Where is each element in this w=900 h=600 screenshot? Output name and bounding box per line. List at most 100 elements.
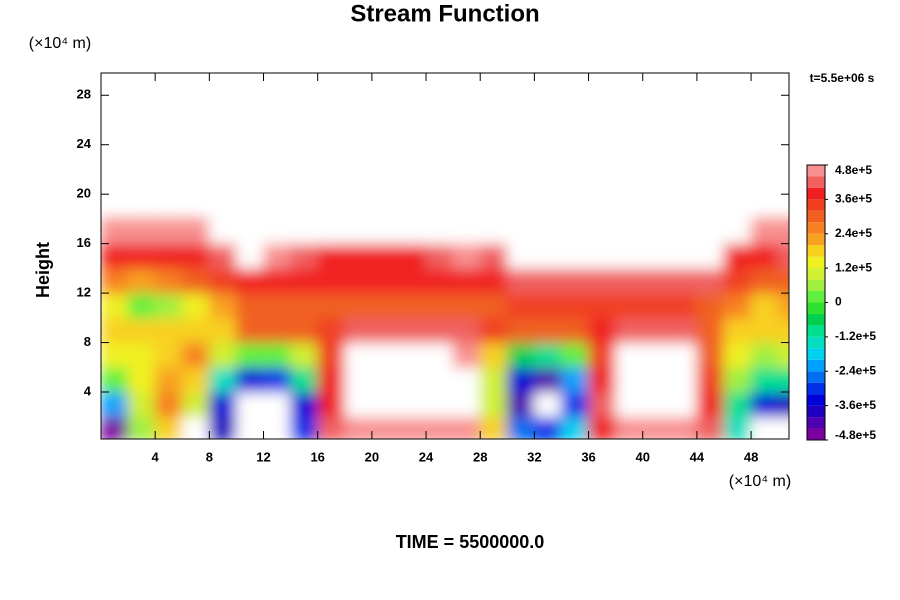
field-cell [263, 366, 292, 393]
colorbar-tick-label: 1.2e+5 [835, 260, 872, 274]
field-cell [425, 366, 454, 393]
field-cell [479, 243, 508, 269]
field-cell [506, 218, 535, 245]
field-cell [750, 416, 779, 439]
field-cell [533, 366, 562, 393]
field-cell [154, 292, 183, 319]
field-cell [560, 218, 590, 245]
field-cell [642, 416, 671, 439]
field-cell [642, 267, 671, 294]
colorbar-band [807, 359, 825, 372]
field-cell [290, 416, 319, 439]
field-cell [181, 267, 210, 294]
x-tick-label: 12 [256, 449, 270, 464]
field-cell [588, 218, 617, 245]
field-cell [669, 317, 698, 344]
field-cell [723, 292, 752, 319]
colorbar-band [807, 176, 825, 188]
field-cell [398, 342, 427, 368]
field-cell [290, 267, 319, 294]
field-cell [154, 366, 183, 393]
field-cell [425, 243, 454, 269]
field-cell [398, 218, 427, 245]
field-cell [317, 292, 346, 319]
field-cell [263, 342, 292, 368]
field-cell [235, 267, 265, 294]
field [101, 218, 789, 439]
field-cell [777, 366, 789, 393]
field-cell [533, 243, 562, 269]
field-cell [560, 317, 590, 344]
colorbar-band [807, 417, 825, 429]
field-cell [479, 292, 508, 319]
field-cell [696, 292, 725, 319]
field-cell [723, 342, 752, 368]
field-cell [669, 391, 698, 418]
field-cell [127, 218, 156, 245]
colorbar-band [807, 371, 825, 383]
field-cell [235, 317, 265, 344]
field-cell [371, 218, 400, 245]
field-cell [479, 342, 508, 368]
field-cell [235, 366, 265, 393]
field-cell [615, 342, 644, 368]
field-cell [723, 243, 752, 269]
field-cell [615, 391, 644, 418]
field-cell [696, 416, 725, 439]
field-cell [317, 342, 346, 368]
field-cell [506, 267, 535, 294]
field-cell [777, 391, 789, 418]
field-cell [235, 416, 265, 439]
field-cell [344, 218, 373, 245]
y-tick-label: 24 [77, 136, 92, 151]
field-cell [750, 292, 779, 319]
x-tick-label: 4 [152, 449, 160, 464]
field-cell [208, 366, 237, 393]
field-cell [398, 366, 427, 393]
field-cell [154, 317, 183, 344]
field-cell [181, 218, 210, 245]
x-tick-label: 32 [527, 449, 541, 464]
field-cell [506, 243, 535, 269]
field-cell [344, 342, 373, 368]
field-cell [425, 267, 454, 294]
colorbar-band [807, 279, 825, 292]
field-cell [154, 342, 183, 368]
field-cell [425, 416, 454, 439]
x-tick-label: 44 [690, 449, 705, 464]
field-cell [696, 243, 725, 269]
field-cell [398, 416, 427, 439]
field-cell [479, 267, 508, 294]
colorbar-band [807, 313, 825, 326]
field-cell [154, 218, 183, 245]
field-cell [344, 243, 373, 269]
field-cell [479, 317, 508, 344]
field-cell [669, 292, 698, 319]
colorbar-band [807, 210, 825, 223]
field-cell [235, 342, 265, 368]
field-cell [560, 243, 590, 269]
field-cell [479, 416, 508, 439]
field-cell [560, 342, 590, 368]
field-cell [777, 292, 789, 319]
x-tick-label: 24 [419, 449, 434, 464]
field-cell [154, 391, 183, 418]
field-cell [317, 366, 346, 393]
field-cell [452, 292, 481, 319]
field-cell [723, 317, 752, 344]
field-cell [588, 366, 617, 393]
field-cell [560, 292, 590, 319]
field-cell [696, 218, 725, 245]
field-cell [208, 317, 237, 344]
field-cell [208, 243, 237, 269]
colorbar-tick-label: 2.4e+5 [835, 226, 872, 240]
colorbar-tick-label: -4.8e+5 [835, 428, 876, 442]
y-unit: (×10⁴ m) [29, 35, 91, 52]
x-tick-label: 16 [310, 449, 324, 464]
field-cell [642, 342, 671, 368]
field-cell [290, 342, 319, 368]
field-cell [101, 342, 129, 368]
colorbar-band [807, 256, 825, 269]
field-cell [181, 342, 210, 368]
field-cell [588, 292, 617, 319]
